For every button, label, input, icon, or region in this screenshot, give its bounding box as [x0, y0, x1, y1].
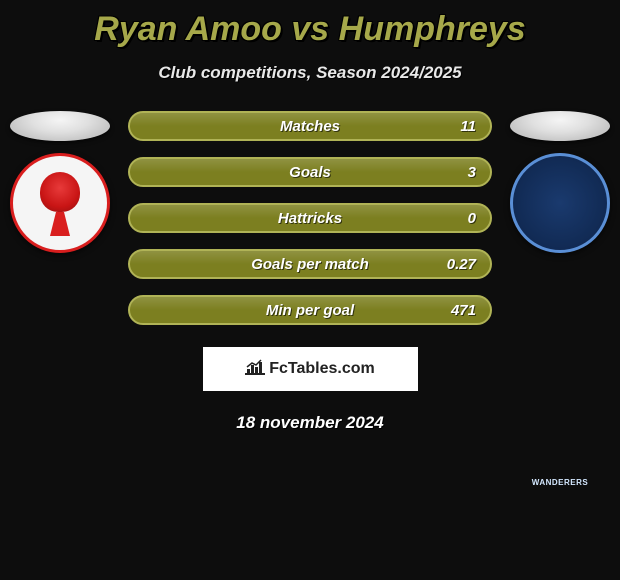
player-left-photo [10, 111, 110, 141]
club-badge-left-art [30, 168, 90, 238]
player-left-column [10, 111, 110, 253]
comparison-row: Matches 11 Goals 3 Hattricks 0 Goals per… [0, 111, 620, 341]
player-right-column: WYCOMBE WANDERERS [510, 111, 610, 253]
club-badge-right: WYCOMBE WANDERERS [510, 153, 610, 253]
club-right-name-bot: WANDERERS [250, 478, 620, 487]
chart-icon [245, 359, 265, 380]
club-badge-left [10, 153, 110, 253]
